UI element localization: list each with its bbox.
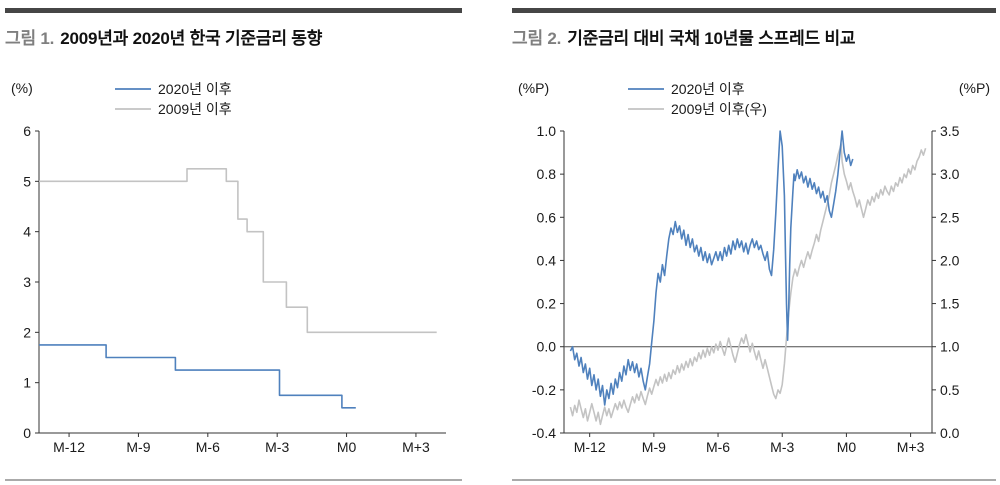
y-tick-label-right: 0.5 [940,382,960,398]
x-tick-label: M+3 [402,439,430,455]
x-tick-label: M-12 [53,439,85,455]
figure1-label: 그림 1. [5,29,55,48]
y-tick-label-right: 1.0 [940,339,960,355]
series-1-line [39,168,437,334]
figure2-line-chart: 1.0 0.8 0.6 0.4 0.2 0.0 -0.2 -0.4 3.5 3.0 2.5 2.0 1.… [518,80,990,455]
figure1-line-chart: 0 1 2 3 4 5 6 M-12 M-9 M-6 M-3 M0 M+3 (%) 2020년 이후 2009… [11,80,446,455]
x-tick-label: M-9 [126,439,150,455]
y-tick-label-left: -0.2 [532,382,556,398]
x-tick-label: M-3 [265,439,289,455]
figure2-label: 그림 2. [512,29,562,48]
y-tick-label-left: 0.8 [537,166,557,182]
x-tick-label: M+3 [897,439,925,455]
x-tick-label: M-6 [706,439,730,455]
x-tick-label: M0 [337,439,357,455]
y-tick-label-left: 6 [23,123,31,139]
y-tick-label-left: -0.4 [532,425,556,441]
y-tick-label-left: 0.4 [537,252,557,268]
figure2-top-rule [512,8,996,13]
y-tick-label-left: 0.2 [537,296,557,312]
figure2-bottom-rule [512,479,996,481]
x-tick-label: M-6 [196,439,220,455]
x-tick-label: M0 [837,439,857,455]
y-tick-label-right: 1.5 [940,296,960,312]
figure1-heading: 2009년과 2020년 한국 기준금리 동향 [60,29,323,48]
x-tick-label: M-3 [770,439,794,455]
y-tick-label-right: 0.0 [940,425,960,441]
y-tick-label-right: 3.0 [940,166,960,182]
y-tick-label-left: 0.0 [537,339,557,355]
legend-label: 2009년 이후(우) [671,101,767,117]
legend-label: 2020년 이후 [671,81,745,97]
series-0-line [39,344,356,409]
y-tick-label-left: 4 [23,224,31,240]
y-tick-label-left: 1.0 [537,123,557,139]
y-axis-unit-label-right: (%P) [959,80,990,96]
figure2-panel: 그림 2. 기준금리 대비 국채 10년물 스프레드 비교 1.0 0.8 0.6 0.… [512,0,996,481]
series-1-line [569,143,927,426]
figure2-title: 그림 2. 기준금리 대비 국채 10년물 스프레드 비교 [512,24,996,49]
y-axis-unit-label: (%) [11,80,33,96]
y-tick-label-right: 3.5 [940,123,960,139]
y-tick-label-left: 0.6 [537,209,557,225]
y-tick-label-right: 2.0 [940,252,960,268]
figure1-bottom-rule [5,479,462,481]
figure1-title: 그림 1. 2009년과 2020년 한국 기준금리 동향 [5,24,462,49]
legend-label: 2020년 이후 [158,81,232,97]
legend-label: 2009년 이후 [158,101,232,117]
y-tick-label-left: 3 [23,274,31,290]
y-tick-label-left: 0 [23,425,31,441]
series-0-line [569,130,854,406]
figure1-panel: 그림 1. 2009년과 2020년 한국 기준금리 동향 0 1 2 3 4 5 6 M-12… [5,0,462,481]
x-tick-label: M-12 [574,439,606,455]
y-tick-label-left: 5 [23,173,31,189]
figure1-top-rule [5,8,462,13]
y-axis-unit-label-left: (%P) [518,80,549,96]
x-tick-label: M-9 [642,439,666,455]
y-tick-label-left: 1 [23,375,31,391]
y-tick-label-right: 2.5 [940,209,960,225]
figure2-heading: 기준금리 대비 국채 10년물 스프레드 비교 [567,29,856,48]
y-tick-label-left: 2 [23,324,31,340]
